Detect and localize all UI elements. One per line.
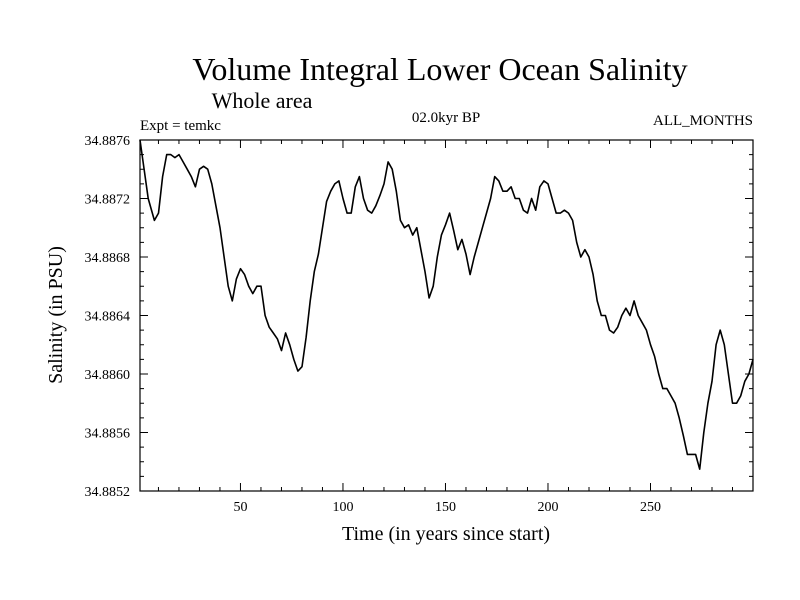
- salinity-series-line: [139, 139, 754, 470]
- y-axis-label: Salinity (in PSU): [45, 246, 67, 384]
- x-tick-label: 150: [435, 500, 456, 515]
- x-axis-label: Time (in years since start): [342, 523, 550, 545]
- period-label: 02.0kyr BP: [412, 110, 480, 126]
- x-tick-label: 250: [640, 500, 661, 515]
- x-tick-label: 50: [233, 500, 247, 515]
- y-tick-label: 34.8868: [85, 251, 131, 266]
- y-tick-label: 34.8852: [85, 485, 131, 500]
- y-tick-label: 34.8872: [85, 193, 131, 208]
- y-tick-label: 34.8876: [85, 134, 131, 149]
- series-group: [139, 139, 754, 470]
- plot-frame: [139, 139, 754, 492]
- y-tick-label: 34.8860: [85, 368, 131, 383]
- y-tick-label: 34.8864: [85, 310, 131, 325]
- chart-subtitle: Whole area: [212, 88, 313, 113]
- x-tick-label: 200: [537, 500, 558, 515]
- chart-title: Volume Integral Lower Ocean Salinity: [192, 51, 687, 87]
- x-tick-label: 100: [332, 500, 353, 515]
- months-label: ALL_MONTHS: [653, 113, 753, 129]
- axes: 50 100 150 200 250 34.8852 34.8856 34.8860 34.88…: [85, 134, 753, 515]
- experiment-label: Expt = temkc: [140, 118, 221, 134]
- y-tick-label: 34.8856: [85, 427, 131, 442]
